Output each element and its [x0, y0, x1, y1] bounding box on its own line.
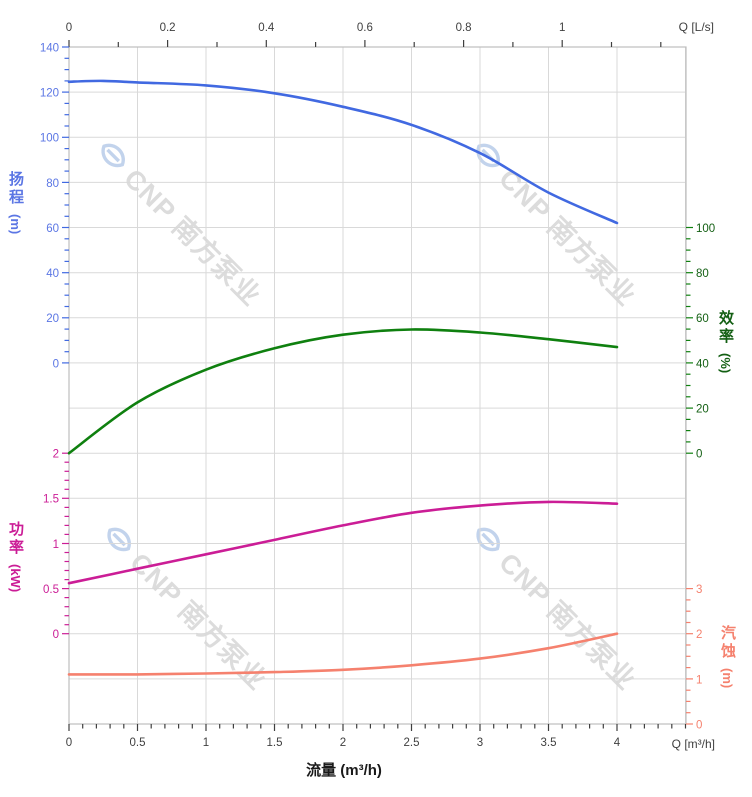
head-axis-title: 扬程 (m) — [7, 171, 24, 235]
npsh-curve — [67, 632, 619, 676]
npsh-axis-title: 汽蚀 (m) — [719, 625, 736, 689]
eff-tick-label: 0 — [696, 449, 702, 461]
head-tick-label: 0 — [53, 358, 59, 370]
npsh-axis-title-unit: (m) — [720, 668, 735, 689]
npsh-axis-labels: 3 2 1 0 — [696, 584, 702, 731]
top-tick-label: 0.2 — [160, 22, 176, 34]
top-tick-label: 0.4 — [258, 22, 275, 34]
power-curve — [67, 500, 619, 585]
top-axis-labels: 0 0.2 0.4 0.6 0.8 1 — [66, 22, 566, 34]
top-axis-unit-label: Q [L/s] — [678, 20, 714, 34]
head-tick-label: 140 — [40, 42, 59, 54]
bottom-tick-label: 0.5 — [130, 737, 146, 749]
power-tick-label: 0 — [53, 629, 59, 641]
power-axis-title-unit: (kW) — [8, 564, 23, 593]
bottom-tick-label: 4 — [614, 737, 621, 749]
top-tick-label: 0.6 — [357, 22, 373, 34]
head-tick-label: 40 — [46, 268, 59, 280]
eff-tick-label: 60 — [696, 313, 709, 325]
head-axis-ticks — [62, 46, 69, 364]
power-tick-label: 1 — [53, 539, 59, 551]
head-curve — [67, 79, 619, 225]
eff-axis-labels: 100 80 60 40 20 0 — [696, 223, 715, 461]
power-tick-label: 1.5 — [43, 494, 59, 506]
npsh-axis-title-chars: 汽蚀 — [719, 625, 736, 661]
power-axis-labels: 2 1.5 1 0.5 0 — [43, 449, 59, 642]
npsh-axis-ticks — [686, 587, 693, 725]
top-axis-ticks — [68, 40, 662, 47]
bottom-tick-label: 2 — [340, 737, 346, 749]
npsh-tick-label: 0 — [696, 719, 702, 731]
bottom-axis-ticks — [68, 724, 687, 731]
bottom-axis-labels: 0 0.5 1 1.5 2 2.5 3 3.5 4 — [66, 737, 621, 749]
eff-tick-label: 80 — [696, 268, 709, 280]
head-tick-label: 60 — [46, 223, 59, 235]
eff-axis-ticks — [686, 226, 693, 454]
head-axis-title-chars: 扬程 — [7, 171, 24, 207]
top-tick-label: 0 — [66, 22, 72, 34]
head-axis-labels: 140 120 100 80 60 40 20 0 — [40, 42, 59, 370]
power-tick-label: 0.5 — [43, 584, 59, 596]
head-tick-label: 20 — [46, 313, 59, 325]
npsh-tick-label: 2 — [696, 629, 702, 641]
eff-tick-label: 100 — [696, 223, 715, 235]
eff-tick-label: 40 — [696, 358, 709, 370]
npsh-tick-label: 3 — [696, 584, 702, 596]
bottom-tick-label: 1.5 — [267, 737, 283, 749]
head-tick-label: 80 — [46, 178, 59, 190]
bottom-axis-unit-label: Q [m³/h] — [671, 737, 715, 751]
power-tick-label: 2 — [53, 449, 59, 461]
head-tick-label: 100 — [40, 133, 59, 145]
head-tick-label: 120 — [40, 87, 59, 99]
npsh-tick-label: 1 — [696, 674, 702, 686]
bottom-tick-label: 1 — [203, 737, 209, 749]
power-axis-title: 功率 (kW) — [7, 521, 24, 593]
bottom-tick-label: 3 — [477, 737, 483, 749]
top-tick-label: 1 — [559, 22, 565, 34]
plot-border — [68, 46, 687, 725]
head-axis-title-unit: (m) — [8, 214, 23, 235]
bottom-tick-label: 3.5 — [541, 737, 557, 749]
power-axis-ticks — [62, 452, 69, 635]
gridlines — [69, 46, 686, 725]
efficiency-axis-title-unit: (%) — [718, 353, 733, 374]
eff-tick-label: 20 — [696, 403, 709, 415]
efficiency-axis-title-chars: 效率 — [717, 310, 734, 346]
top-tick-label: 0.8 — [456, 22, 472, 34]
bottom-axis-title: 流量 (m³/h) — [306, 762, 382, 779]
power-axis-title-chars: 功率 — [7, 521, 24, 557]
efficiency-axis-title: 效率 (%) — [717, 310, 734, 374]
bottom-tick-label: 0 — [66, 737, 72, 749]
bottom-tick-label: 2.5 — [404, 737, 420, 749]
efficiency-curve — [67, 328, 619, 455]
